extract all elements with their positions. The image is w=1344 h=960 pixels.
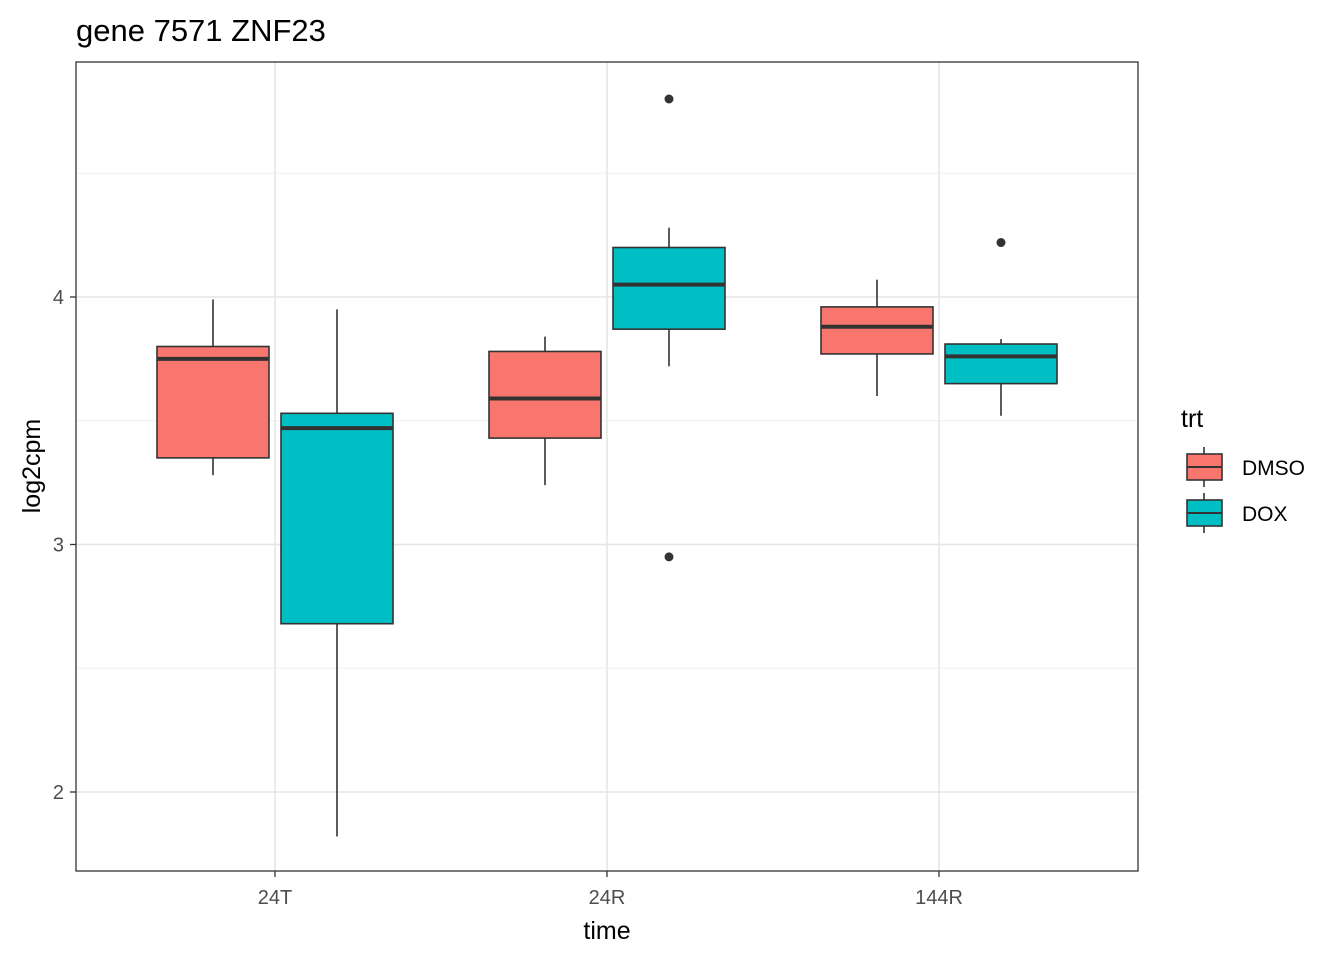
box-dox-24r <box>612 94 726 562</box>
x-tick-label: 24T <box>258 887 292 909</box>
chart-title: gene 7571 ZNF23 <box>76 13 326 48</box>
grid-lines <box>76 62 1138 871</box>
x-axis: 24T 24R 144R <box>258 871 963 909</box>
x-tick-label: 24R <box>589 887 626 909</box>
box-iqr <box>820 306 934 355</box>
box-series <box>156 94 1058 837</box>
legend-item-dox: DOX <box>1186 493 1288 533</box>
legend-label: DMSO <box>1242 457 1305 480</box>
y-tick-label: 2 <box>53 782 64 804</box>
y-axis-title: log2cpm <box>18 419 46 514</box>
legend-title: trt <box>1181 405 1203 433</box>
y-axis: 2 3 4 <box>53 287 76 804</box>
box-dmso-24t <box>156 299 270 476</box>
box-iqr <box>280 412 394 625</box>
x-tick-label: 144R <box>915 887 963 909</box>
box-dmso-144r <box>820 279 934 396</box>
box-dox-144r <box>944 238 1058 416</box>
box-iqr <box>156 345 270 459</box>
y-tick-label: 4 <box>53 287 64 309</box>
box-iqr <box>612 246 726 330</box>
legend-label: DOX <box>1242 503 1288 526</box>
outlier-point <box>996 238 1006 248</box>
x-axis-title: time <box>583 917 630 945</box>
box-dmso-24r <box>488 336 602 486</box>
outlier-point <box>664 94 674 104</box>
box-iqr <box>944 343 1058 385</box>
y-tick-label: 3 <box>53 535 64 557</box>
outlier-point <box>664 552 674 562</box>
box-iqr <box>488 350 602 439</box>
legend-item-dmso: DMSO <box>1186 447 1305 487</box>
box-dox-24t <box>280 309 394 837</box>
legend: trt DMSO DOX <box>1181 405 1305 533</box>
